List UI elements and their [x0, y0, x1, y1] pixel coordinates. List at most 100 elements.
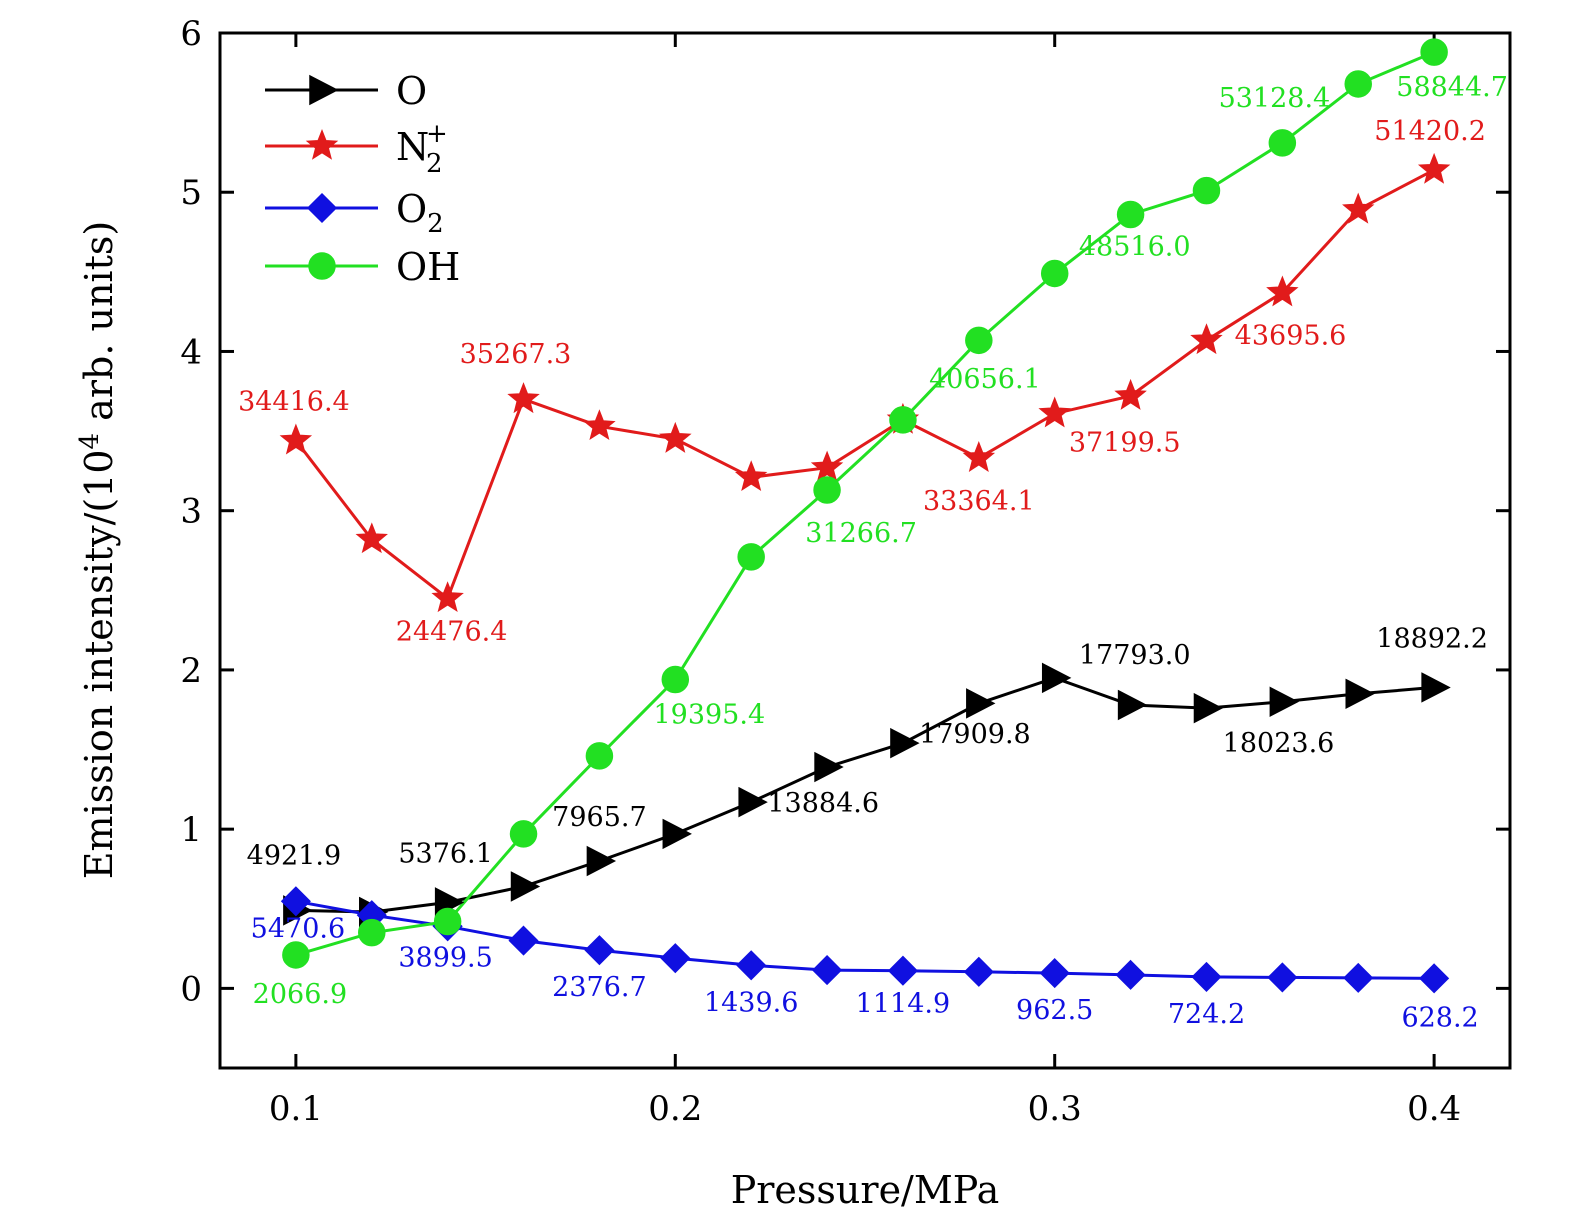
series-point-o2 — [1343, 962, 1374, 993]
series-point-o2 — [280, 886, 311, 917]
axis-ticks: 0.1 0.2 0.3 0.4 0 1 2 3 4 5 6 — [180, 14, 1510, 1129]
x-tick-label: 0.2 — [648, 1089, 702, 1129]
series-point-o2 — [660, 943, 691, 974]
series-point-oh — [1344, 70, 1372, 98]
series-point-n2 — [279, 423, 313, 455]
y-tick-label: 5 — [180, 173, 202, 213]
series-point-oh — [737, 543, 765, 571]
series-point-oh — [585, 742, 614, 770]
data-label-o: 18023.6 — [1223, 728, 1335, 759]
series-point-n2 — [1266, 275, 1299, 307]
data-label-o: 17793.0 — [1079, 640, 1191, 671]
y-tick-label: 2 — [180, 651, 202, 691]
series-point-oh — [1040, 259, 1069, 288]
data-label-o2: 962.5 — [1016, 995, 1093, 1026]
data-label-n2: 37199.5 — [1069, 428, 1181, 459]
series-point-o2 — [1115, 959, 1146, 990]
series-point-oh — [1268, 129, 1297, 157]
series-lines — [294, 50, 1435, 980]
x-tick-label: 0.4 — [1407, 1089, 1461, 1129]
data-label-n2: 43695.6 — [1235, 320, 1347, 351]
series-point-oh — [813, 476, 841, 504]
y-tick-label: 3 — [180, 492, 202, 532]
series-point-o2 — [584, 935, 615, 966]
series-point-o2 — [1267, 962, 1298, 993]
series-point-n2 — [962, 441, 996, 472]
series-point-o2 — [508, 925, 539, 956]
x-axis-title: Pressure/MPa — [731, 1168, 1000, 1212]
data-label-n2: 35267.3 — [460, 339, 572, 370]
series-point-n2 — [1417, 152, 1451, 184]
data-label-o: 7965.7 — [552, 802, 646, 833]
series-point-o2 — [887, 955, 919, 986]
series-point-o2 — [736, 950, 767, 981]
legend-marker-o — [309, 74, 339, 106]
legend-label-text: OH — [396, 245, 460, 289]
series-point-o — [814, 751, 844, 783]
data-label-o: 13884.6 — [767, 788, 879, 819]
series-point-o — [1345, 678, 1375, 710]
series-point-o2 — [811, 955, 843, 986]
series-point-o — [662, 818, 692, 850]
data-label-oh: 53128.4 — [1219, 83, 1331, 114]
data-label-o: 17909.8 — [919, 719, 1031, 750]
series-point-o — [1193, 692, 1224, 724]
y-axis-title: Emission intensity/(104 arb. units) — [75, 221, 121, 879]
series-point-oh — [661, 665, 690, 694]
legend-label-subscript: 2 — [426, 149, 443, 179]
series-point-o — [1041, 662, 1072, 694]
data-label-o2: 5470.6 — [251, 913, 345, 944]
data-label-n2: 51420.2 — [1374, 116, 1486, 147]
series-point-o — [1269, 686, 1299, 718]
series-point-oh — [965, 326, 993, 355]
series-point-o — [966, 688, 996, 719]
series-point-o2 — [963, 956, 994, 987]
y-tick-label: 1 — [180, 810, 202, 850]
series-point-oh — [358, 918, 386, 947]
series-point-n2 — [810, 450, 844, 482]
series-point-oh — [433, 907, 462, 936]
legend-label-text: N — [396, 125, 429, 169]
y-tick-label: 4 — [180, 332, 202, 372]
x-tick-label: 0.1 — [269, 1089, 323, 1129]
data-label-oh: 31266.7 — [805, 518, 917, 549]
data-label-o2: 724.2 — [1168, 999, 1245, 1030]
data-label-o2: 3899.5 — [398, 942, 492, 973]
y-axis-title-prefix: Emission intensity/(10 — [77, 449, 121, 879]
series-point-n2 — [1114, 378, 1147, 410]
series-point-n2 — [583, 409, 616, 441]
data-label-oh: 19395.4 — [653, 700, 765, 731]
data-label-o2: 1439.6 — [704, 987, 798, 1018]
legend-marker-n2 — [305, 128, 339, 160]
series-point-oh — [1420, 38, 1448, 66]
series-point-n2 — [431, 581, 464, 613]
series-point-o — [1421, 672, 1451, 703]
data-label-n2: 24476.4 — [396, 616, 508, 647]
series-point-o2 — [1191, 961, 1222, 992]
plot-frame — [218, 31, 1512, 1070]
series-point-oh — [1192, 176, 1221, 205]
series-point-o — [586, 845, 617, 877]
legend-label-n2: N+ 2 — [396, 119, 448, 179]
data-label-oh: 48516.0 — [1079, 231, 1191, 262]
data-label-o: 4921.9 — [247, 840, 341, 871]
legend-label-o: O — [396, 69, 427, 113]
series-markers — [279, 38, 1451, 994]
series-point-o — [890, 727, 920, 759]
legend: O N+ 2 O2 OH — [265, 69, 460, 289]
series-point-oh — [509, 820, 538, 848]
data-label-o2: 1114.9 — [856, 989, 950, 1020]
series-point-n2 — [1038, 396, 1071, 428]
series-point-oh — [282, 941, 310, 969]
series-point-n2 — [734, 460, 768, 492]
legend-label-o2: O2 — [396, 187, 444, 239]
series-point-n2 — [507, 382, 540, 414]
series-point-n2 — [659, 421, 692, 453]
data-label-oh: 40656.1 — [929, 364, 1041, 395]
data-label-oh: 58844.7 — [1396, 72, 1508, 103]
data-label-n2: 33364.1 — [923, 486, 1035, 517]
legend-label-text: O — [396, 69, 427, 113]
legend-label-subscript: 2 — [427, 209, 444, 239]
series-point-o — [738, 786, 768, 818]
series-point-oh — [889, 406, 917, 434]
